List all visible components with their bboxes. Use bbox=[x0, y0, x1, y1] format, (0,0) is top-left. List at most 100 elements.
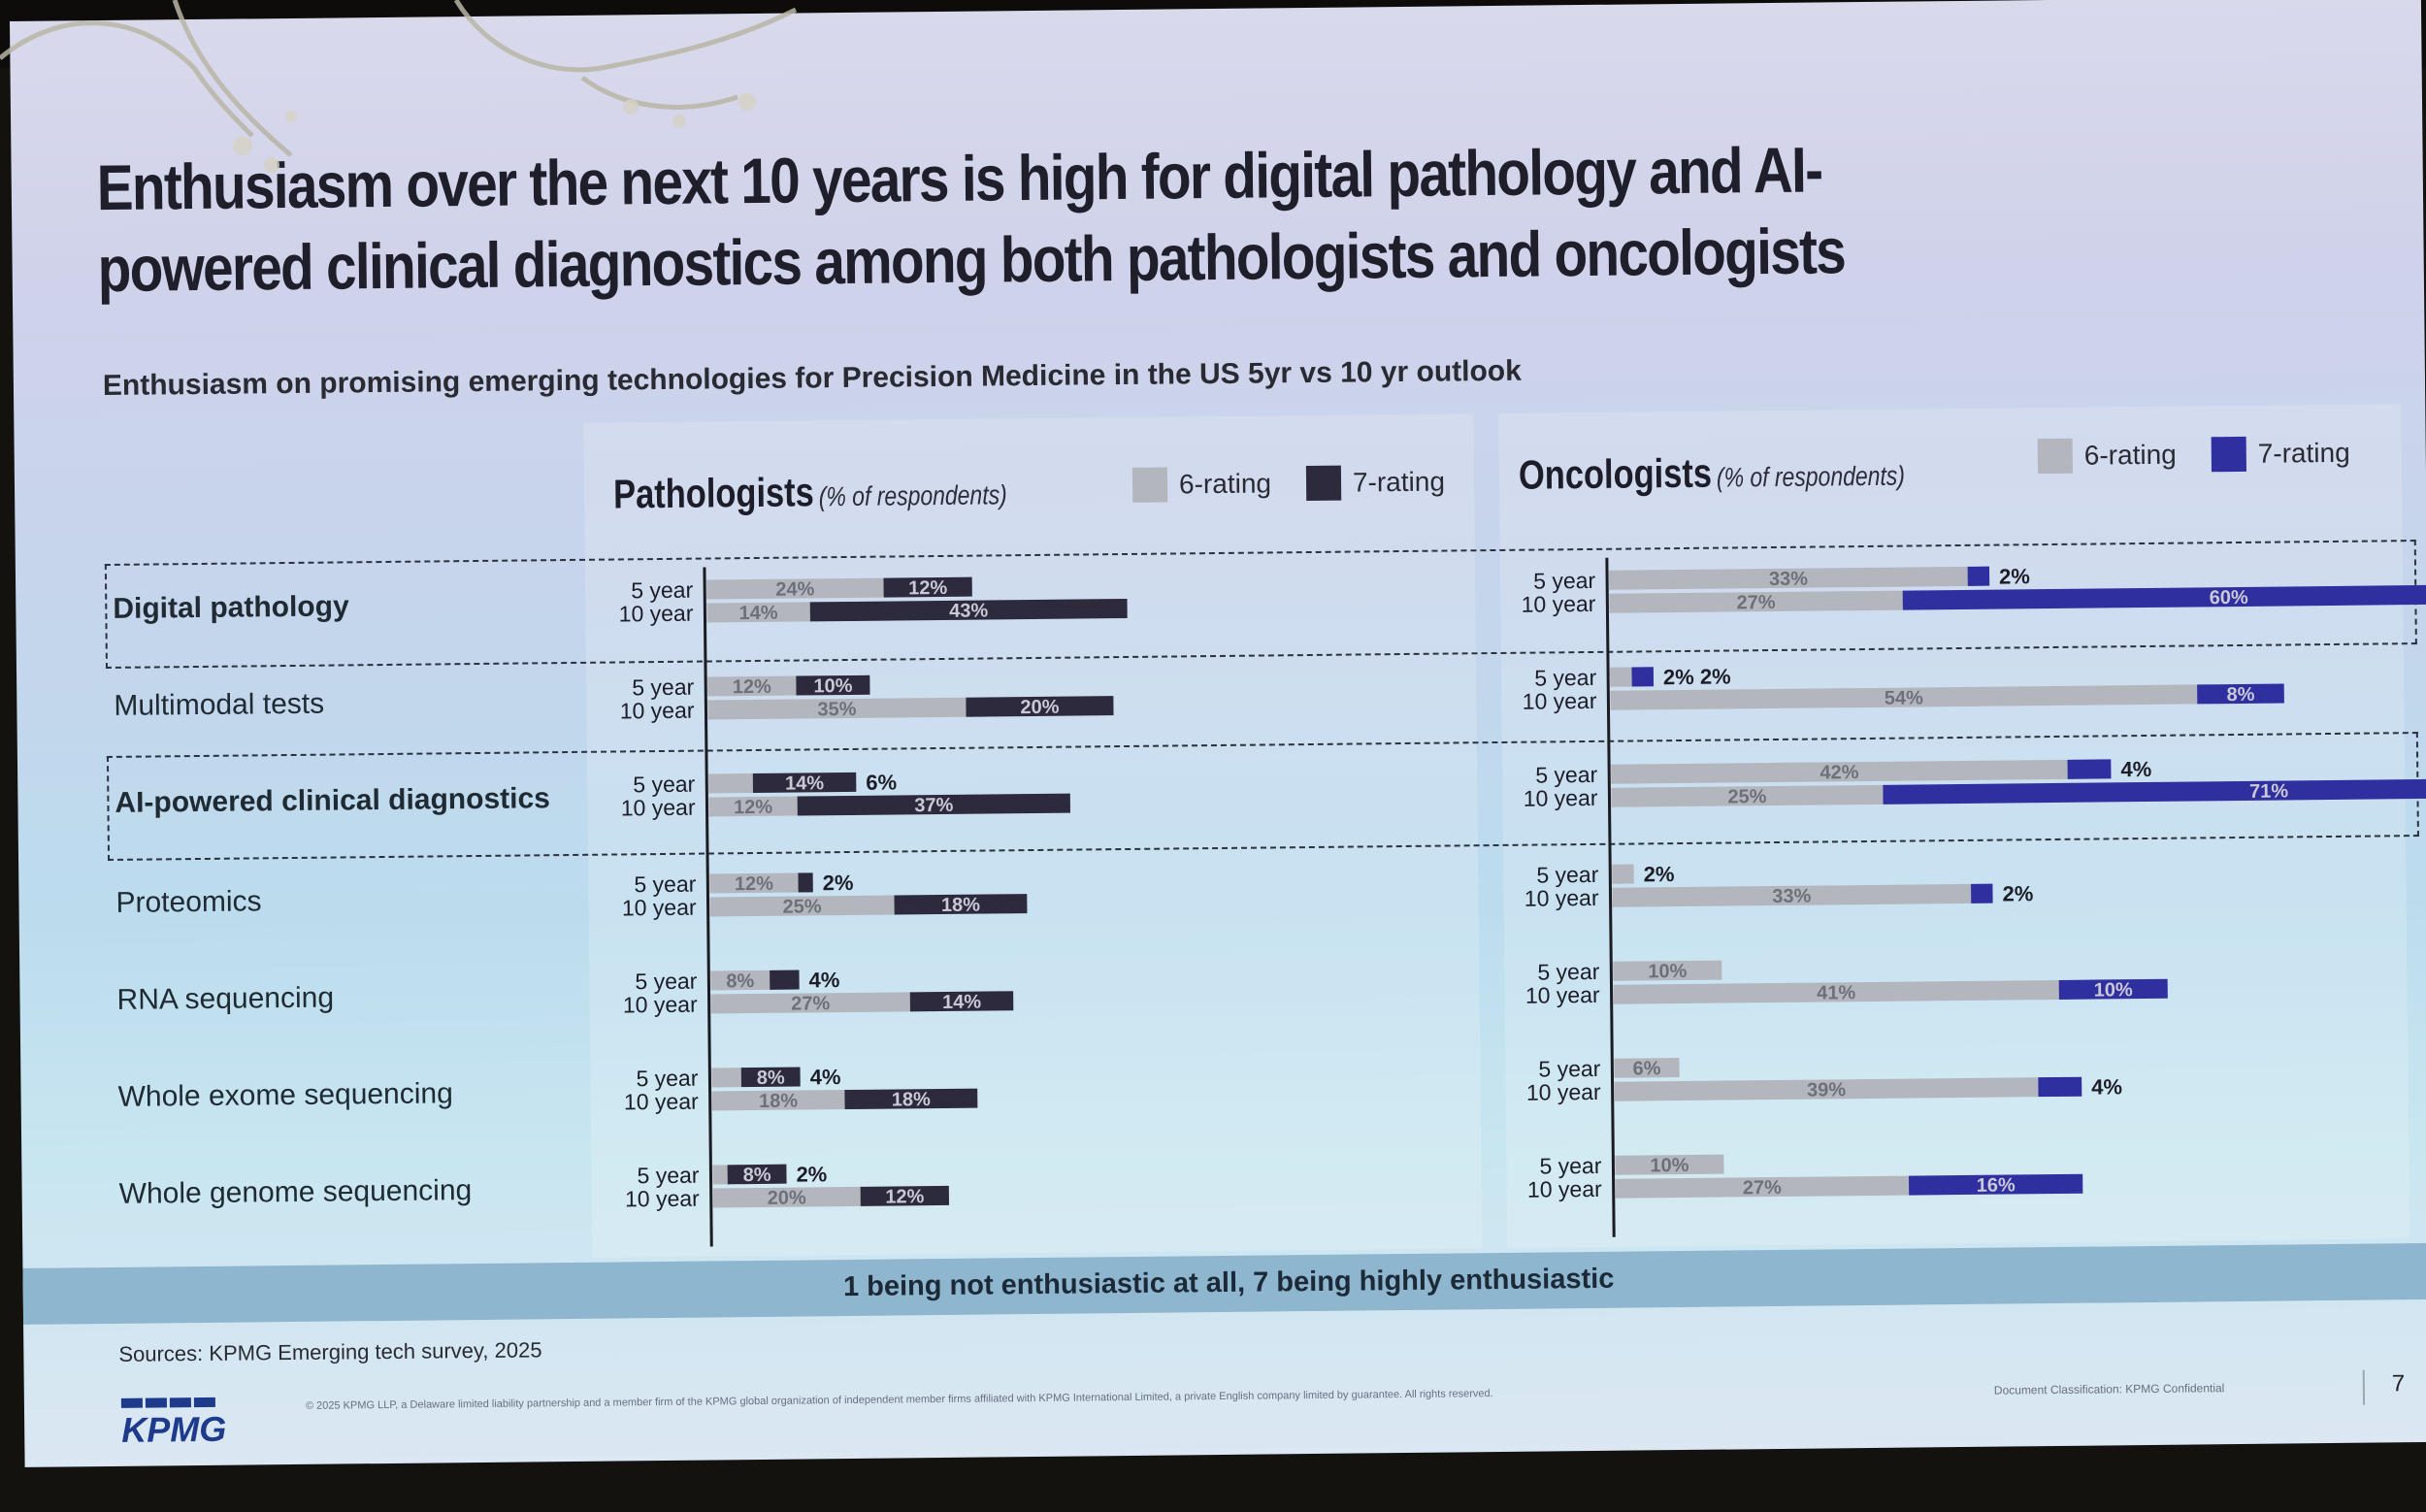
oncologists-bar-6-rating bbox=[1609, 590, 1903, 613]
pathologists-value-label: 8% bbox=[743, 1165, 771, 1186]
oncologists-period-label: 5 year bbox=[1537, 959, 1600, 985]
oncologists-value-label: 41% bbox=[1817, 982, 1855, 1003]
source-note: Sources: KPMG Emerging tech survey, 2025 bbox=[118, 1337, 542, 1366]
oncologists-bar-7-rating bbox=[1883, 776, 2426, 805]
pathologists-bar-6-rating bbox=[712, 1165, 728, 1185]
pathologists-value-label: 12% bbox=[885, 1186, 924, 1207]
pathologists-value-label: 43% bbox=[949, 600, 988, 621]
oncologists-value-label: 10% bbox=[1650, 1155, 1688, 1176]
oncologists-bar-7-rating bbox=[2058, 978, 2168, 1000]
oncologists-period-label: 10 year bbox=[1524, 885, 1599, 911]
pathologists-period-label: 10 year bbox=[624, 1089, 699, 1115]
oncologists-outside-value-label: 2% bbox=[2002, 881, 2033, 905]
oncologists-value-label: 33% bbox=[1769, 569, 1808, 590]
pathologists-period-label: 10 year bbox=[620, 698, 695, 724]
pathologists-value-label: 14% bbox=[785, 772, 824, 794]
pathologists-bar-6-rating bbox=[707, 697, 967, 720]
pathologists-value-label: 18% bbox=[941, 895, 980, 916]
oncologists-bar-7-rating bbox=[2197, 683, 2284, 705]
oncologists-bar-7-rating bbox=[1971, 883, 1993, 904]
pathologists-bar-6-rating bbox=[711, 1068, 741, 1088]
pathologists-value-label: 18% bbox=[892, 1089, 931, 1110]
oncologists-bar-6-rating bbox=[1615, 1175, 1910, 1199]
pathologists-outside-value-label: 2% bbox=[823, 871, 854, 895]
page-number: 7 bbox=[2391, 1370, 2406, 1397]
pathologists-bar-6-rating bbox=[706, 602, 810, 623]
kpmg-logo-text: KPMG bbox=[120, 1408, 227, 1450]
pathologists-bar-7-rating bbox=[860, 1185, 950, 1206]
pathologists-value-label: 35% bbox=[817, 699, 856, 720]
oncologists-outside-value-label: 2% 2% bbox=[1663, 664, 1731, 689]
pathologists-value-label: 24% bbox=[775, 578, 814, 600]
oncologists-period-label: 5 year bbox=[1536, 862, 1599, 888]
pathologists-value-label: 18% bbox=[759, 1091, 798, 1112]
oncologists-bar-6-rating bbox=[1614, 1058, 1680, 1078]
pathologists-bar-6-rating bbox=[710, 970, 770, 991]
oncologists-value-label: 8% bbox=[2226, 684, 2254, 706]
oncologists-value-label: 71% bbox=[2249, 780, 2288, 802]
pathologists-value-label: 14% bbox=[942, 992, 981, 1013]
pathologists-bar-7-rating bbox=[752, 772, 857, 794]
oncologists-value-label: 39% bbox=[1807, 1079, 1846, 1101]
pathologists-bar-7-rating bbox=[770, 970, 800, 990]
oncologists-period-label: 5 year bbox=[1538, 1056, 1601, 1082]
pathologists-bar-7-rating bbox=[809, 598, 1128, 622]
pathologists-period-label: 5 year bbox=[634, 871, 697, 898]
pathologists-outside-value-label: 2% bbox=[796, 1162, 827, 1186]
pathologists-bar-7-rating bbox=[796, 674, 870, 696]
pathologists-period-label: 10 year bbox=[619, 601, 694, 627]
pathologists-bar-6-rating bbox=[711, 1090, 845, 1111]
oncologists-value-label: 10% bbox=[2094, 979, 2133, 1001]
oncologists-bar-6-rating bbox=[1613, 979, 2059, 1004]
pathologists-period-label: 5 year bbox=[632, 674, 695, 701]
oncologists-value-label: 27% bbox=[1743, 1177, 1782, 1199]
oncologists-axis-line bbox=[1605, 557, 1616, 1237]
oncologists-bar-6-rating bbox=[1609, 566, 1968, 590]
pathologists-period-label: 10 year bbox=[622, 895, 697, 921]
chandelier-silhouette bbox=[0, 0, 798, 173]
projection-screen: Enthusiasm over the next 10 years is hig… bbox=[10, 0, 2426, 1467]
oncologists-bar-6-rating bbox=[1613, 960, 1722, 981]
oncologists-outside-value-label: 4% bbox=[2120, 757, 2151, 781]
pathologists-bar-6-rating bbox=[709, 872, 799, 894]
oncologists-bar-7-rating bbox=[1908, 1173, 2083, 1196]
pathologists-bar-6-rating bbox=[706, 577, 884, 600]
oncologists-value-label: 27% bbox=[1736, 592, 1775, 613]
pathologists-period-label: 10 year bbox=[625, 1186, 700, 1212]
pathologists-bar-7-rating bbox=[844, 1088, 978, 1110]
pathologists-value-label: 12% bbox=[734, 797, 772, 818]
oncologists-outside-value-label: 4% bbox=[2091, 1074, 2122, 1099]
oncologists-bar-7-rating bbox=[1902, 583, 2426, 610]
pathologists-outside-value-label: 4% bbox=[808, 968, 839, 992]
pathologists-value-label: 27% bbox=[791, 993, 830, 1014]
oncologists-bar-6-rating bbox=[1610, 684, 2198, 710]
pathologists-bar-6-rating bbox=[707, 675, 797, 697]
oncologists-outside-value-label: 2% bbox=[1644, 862, 1675, 886]
pathologists-bar-7-rating bbox=[883, 576, 972, 598]
pathologists-value-label: 8% bbox=[726, 970, 754, 992]
pathologists-value-label: 37% bbox=[914, 795, 953, 816]
oncologists-bar-6-rating bbox=[1612, 864, 1634, 884]
pathologists-period-label: 10 year bbox=[623, 992, 698, 1018]
oncologists-value-label: 25% bbox=[1727, 786, 1766, 807]
oncologists-period-label: 10 year bbox=[1527, 1176, 1602, 1202]
oncologists-bar-6-rating bbox=[1612, 883, 1972, 907]
oncologists-bar-6-rating bbox=[1610, 667, 1632, 687]
oncologists-value-label: 10% bbox=[1648, 961, 1687, 982]
pathologists-value-label: 12% bbox=[735, 873, 773, 895]
pathologists-period-label: 5 year bbox=[635, 969, 698, 995]
oncologists-period-label: 5 year bbox=[1534, 665, 1597, 691]
bars-chart: 5 year 24% 12% 10 year 14% 43% 5 year 12% 10% 10 … bbox=[619, 557, 2426, 1247]
oncologists-period-label: 5 year bbox=[1533, 568, 1596, 594]
oncologists-bar-6-rating bbox=[1615, 1154, 1724, 1175]
pathologists-bar-7-rating bbox=[909, 991, 1014, 1012]
pathologists-period-label: 5 year bbox=[633, 772, 696, 798]
pathologists-bar-6-rating bbox=[708, 773, 753, 794]
pathologists-bar-6-rating bbox=[709, 895, 895, 917]
oncologists-period-label: 5 year bbox=[1539, 1153, 1602, 1179]
oncologists-bar-7-rating bbox=[1967, 566, 1990, 586]
pathologists-bar-7-rating bbox=[740, 1067, 801, 1088]
oncologists-value-label: 33% bbox=[1772, 886, 1811, 907]
pathologists-value-label: 20% bbox=[1020, 697, 1059, 718]
oncologists-bar-7-rating bbox=[2038, 1076, 2082, 1098]
